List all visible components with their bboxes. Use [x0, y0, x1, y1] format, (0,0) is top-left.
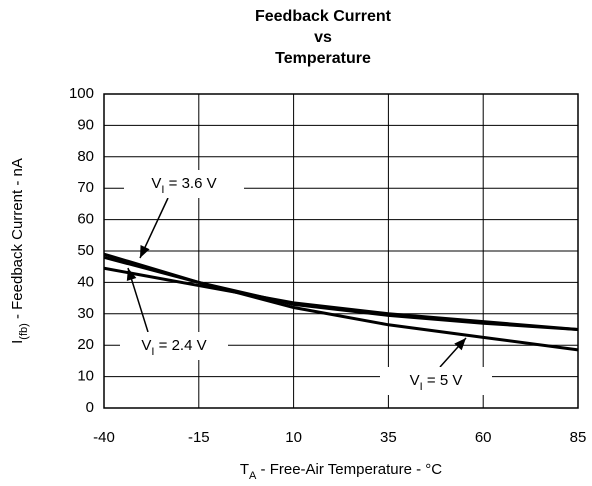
annotation-box — [120, 332, 228, 360]
series-label-part: V — [141, 337, 151, 354]
x-axis-label-sub: A — [249, 470, 257, 482]
y-axis-label: I(fb) - Feedback Current - nA — [9, 158, 30, 344]
annotation-box — [124, 170, 244, 198]
x-tick-label: 35 — [380, 429, 397, 446]
series-label-sub: I — [151, 346, 154, 358]
series-label-part: = 3.6 V — [164, 175, 216, 192]
y-axis-label-part: - Feedback Current - nA — [9, 158, 26, 323]
annotation-arrowhead — [454, 338, 466, 351]
y-tick-label: 30 — [77, 305, 94, 322]
x-axis-label-part: - Free-Air Temperature - °C — [256, 461, 442, 478]
chart-title: Feedback Current — [255, 8, 392, 25]
series-label: VI = 2.4 V — [141, 337, 206, 358]
y-tick-label: 90 — [77, 116, 94, 133]
y-tick-label: 50 — [77, 242, 94, 259]
y-tick-label: 100 — [69, 85, 94, 102]
series-label-part: = 2.4 V — [154, 337, 206, 354]
series-label-part: V — [151, 175, 161, 192]
y-tick-label: 20 — [77, 336, 94, 353]
x-tick-label: -15 — [188, 429, 210, 446]
series-label: VI = 5 V — [410, 372, 463, 393]
series-label: VI = 3.6 V — [151, 175, 216, 196]
y-tick-label: 40 — [77, 273, 94, 290]
annotation-box — [380, 367, 492, 395]
y-tick-label: 0 — [86, 399, 94, 416]
x-tick-label: -40 — [93, 429, 115, 446]
series-label-part: V — [410, 372, 420, 389]
chart-title: vs — [314, 29, 332, 46]
y-tick-label: 80 — [77, 148, 94, 165]
x-axis-label: TA - Free-Air Temperature - °C — [240, 461, 442, 482]
series-line — [103, 255, 579, 352]
chart-title: Temperature — [275, 50, 371, 67]
x-tick-label: 10 — [285, 429, 302, 446]
y-axis-label-sub: (fb) — [18, 323, 30, 340]
series-label-sub: I — [420, 381, 423, 393]
y-tick-label: 60 — [77, 211, 94, 228]
y-tick-label: 70 — [77, 179, 94, 196]
x-axis-label-part: T — [240, 461, 249, 478]
x-tick-label: 85 — [570, 429, 587, 446]
y-tick-label: 10 — [77, 368, 94, 385]
series-label-sub: I — [161, 184, 164, 196]
series-line — [103, 266, 579, 331]
y-axis-label-part: I — [9, 340, 26, 344]
x-tick-label: 60 — [475, 429, 492, 446]
annotation-arrowhead — [126, 268, 137, 281]
annotation-arrowhead — [140, 245, 150, 258]
series-label-part: = 5 V — [423, 372, 463, 389]
